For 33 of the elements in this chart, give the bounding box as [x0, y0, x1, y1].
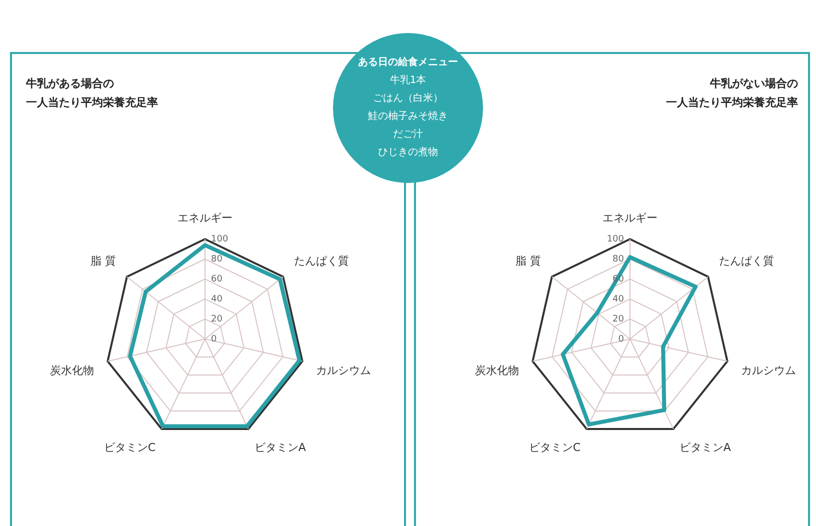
- y-tick-label: 40: [612, 294, 624, 304]
- text: 牛乳1本: [388, 74, 428, 88]
- spoke-label: 炭水化物: [475, 364, 519, 377]
- text: 鮭の柚子みそ焼き: [367, 110, 449, 124]
- spoke-label: エネルギー: [178, 211, 232, 224]
- text: ひじきの煮物: [377, 146, 439, 160]
- chart-title: 牛乳がある場合の一人当たり平均栄養充足率: [26, 77, 158, 109]
- y-tick-label: 80: [612, 254, 624, 264]
- text: ごはん（白米）: [372, 92, 444, 106]
- spoke-label: ビタミンA: [679, 441, 732, 454]
- y-tick-label: 100: [606, 234, 624, 244]
- spoke-label: たんぱく質: [719, 254, 774, 268]
- y-tick-label: 60: [211, 274, 223, 284]
- text: ある日の給食メニュー: [357, 56, 459, 70]
- spoke-label: 脂 質: [90, 254, 116, 268]
- text: だご汁: [392, 128, 424, 142]
- y-tick-label: 0: [211, 334, 217, 344]
- spoke-label: カルシウム: [741, 364, 796, 377]
- y-tick-label: 80: [211, 254, 223, 264]
- y-tick-label: 20: [211, 314, 223, 324]
- spoke-label: ビタミンC: [104, 441, 156, 454]
- spoke-label: たんぱく質: [294, 254, 350, 268]
- y-tick-label: 0: [618, 334, 624, 344]
- chart-title: 牛乳がない場合の一人当たり平均栄養充足率: [666, 77, 798, 109]
- spoke-label: カルシウム: [316, 364, 371, 377]
- y-tick-label: 40: [211, 294, 223, 304]
- spoke-label: ビタミンC: [528, 441, 581, 454]
- spoke-label: ビタミンA: [254, 441, 306, 454]
- y-tick-label: 100: [211, 234, 228, 244]
- spoke-label: エネルギー: [602, 211, 658, 224]
- y-tick-label: 20: [612, 314, 624, 324]
- spoke-label: 脂 質: [515, 254, 541, 268]
- spoke-label: 炭水化物: [50, 364, 94, 377]
